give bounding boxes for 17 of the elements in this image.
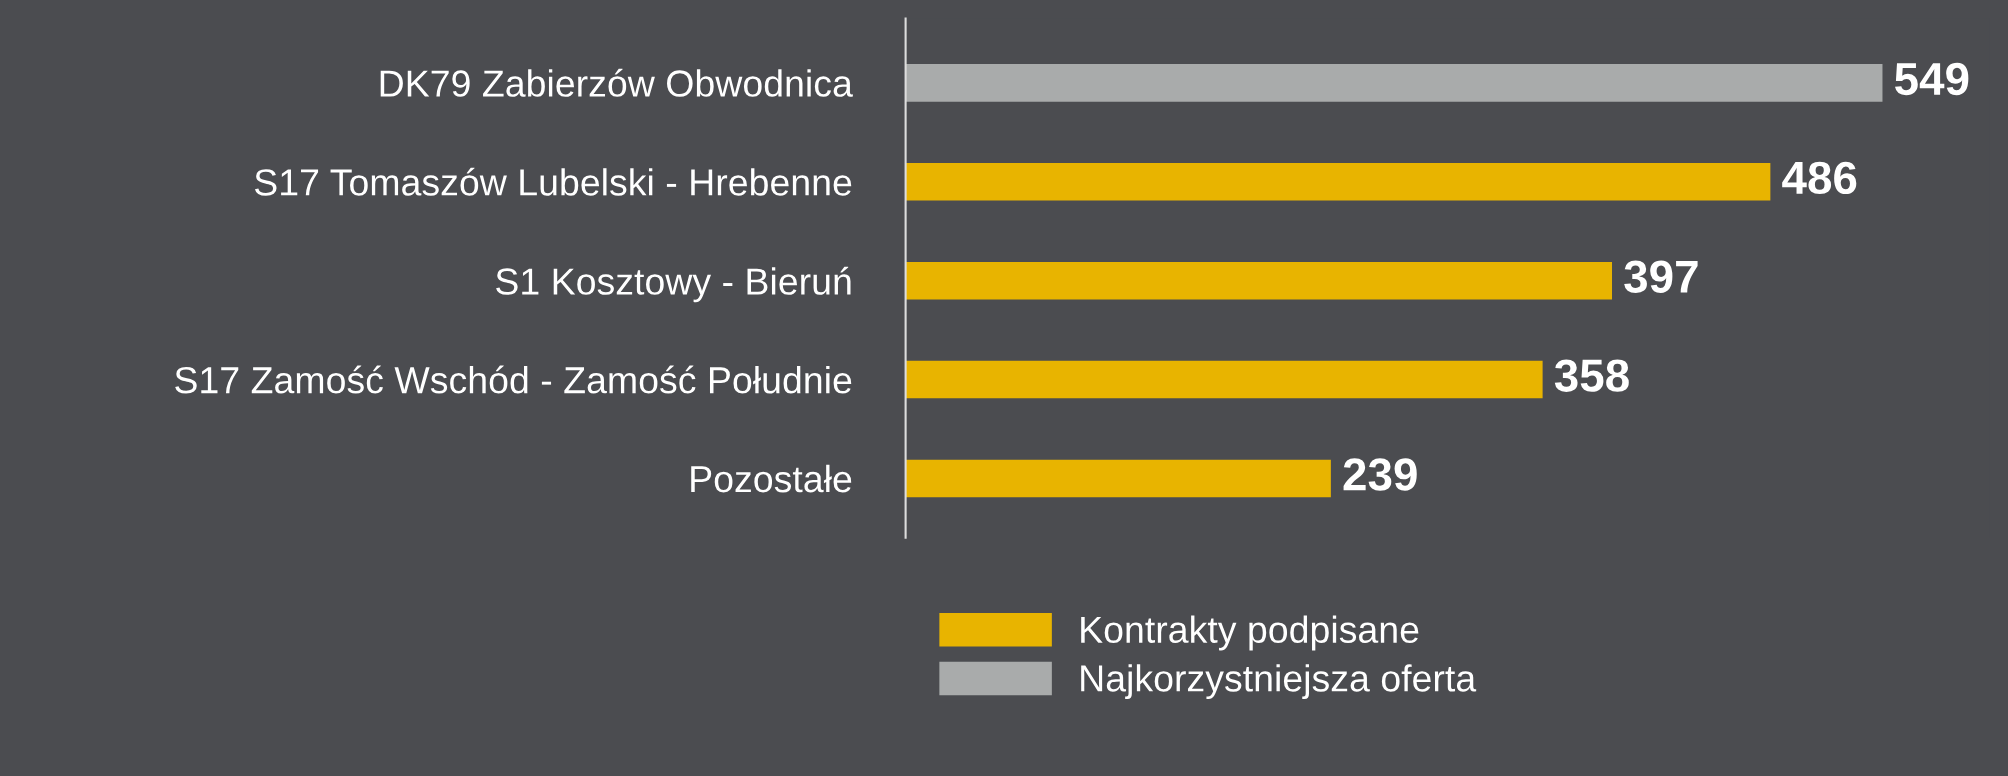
- data-label: 397: [1624, 260, 1698, 294]
- bar: [905, 360, 1543, 399]
- data-label: 486: [1782, 161, 1857, 195]
- data-label: 549: [1894, 62, 1969, 96]
- data-label: 239: [1343, 458, 1417, 491]
- data-label: 358: [1554, 359, 1629, 392]
- legend-label: Kontrakty podpisane: [1081, 615, 1419, 651]
- y-tick-label: DK79 Zabierzów Obwodnica: [380, 68, 853, 97]
- bar: [905, 64, 1883, 102]
- legend-label: Najkorzystniejsza oferta: [1081, 664, 1477, 700]
- y-tick-label: S17 Tomaszów Lubelski - Hrebenne: [254, 167, 852, 196]
- bar: [905, 459, 1331, 498]
- y-tick-label: Pozostałe: [691, 464, 852, 493]
- y-tick-label: S1 Kosztowy - Bieruń: [496, 266, 851, 303]
- bar: [905, 261, 1613, 300]
- y-tick-label: S17 Zamość Wschód - Zamość Południe: [175, 365, 852, 394]
- bar: [905, 163, 1771, 201]
